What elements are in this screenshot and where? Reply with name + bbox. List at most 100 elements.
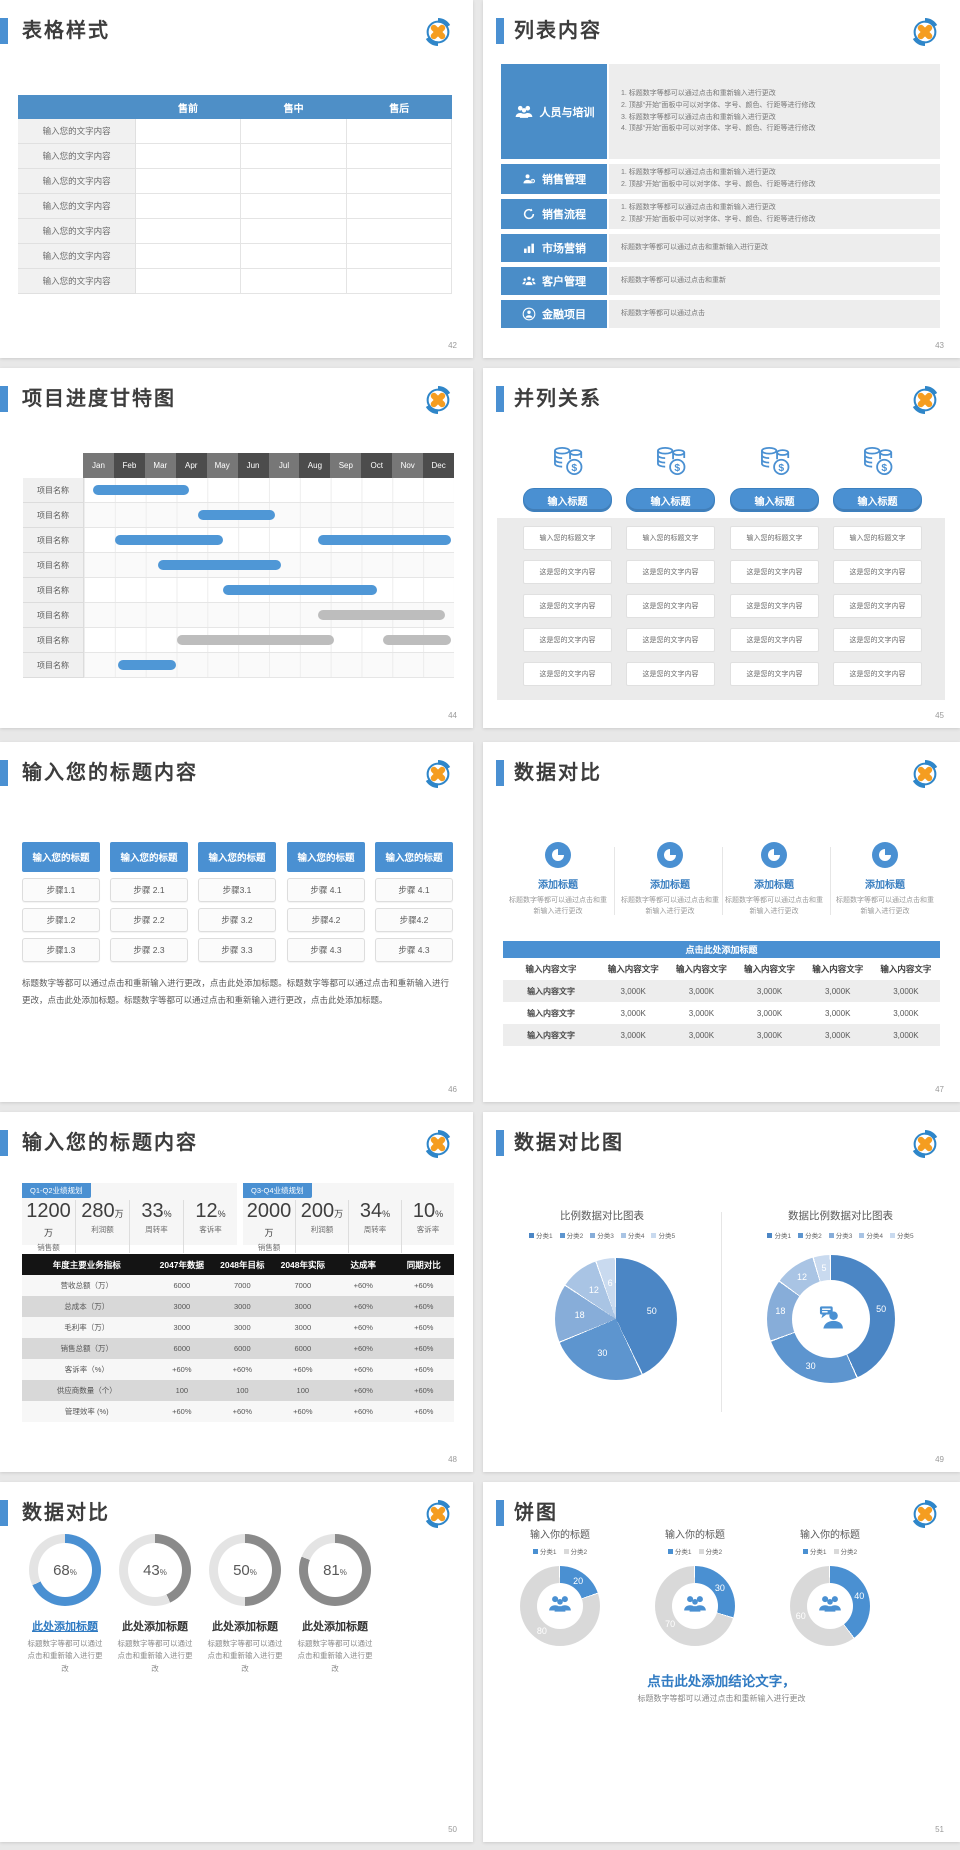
gauge-title: 此处添加标题 bbox=[122, 1621, 188, 1633]
slide-48-kpi-table[interactable]: 输入您的标题内容 Q1-Q2业绩规划 1200万 销售额 280万 利润额 33% 周转率 1… bbox=[0, 1112, 473, 1472]
divider-line bbox=[722, 847, 723, 915]
donut-chart: 50 30 18 12 5 bbox=[767, 1255, 895, 1383]
list-item-label: 金融项目 bbox=[542, 309, 586, 321]
slide-51-pie[interactable]: 饼图 点击此处添加结论文字， 标题数字等都可以通过点击和重新输入进行更改 输入你… bbox=[483, 1482, 960, 1842]
kpi-group-badge: Q3-Q4业绩规划 bbox=[243, 1183, 312, 1198]
kpi-value: 280万 bbox=[76, 1200, 129, 1223]
gauge-desc: 标题数字等都可以通过点击和重新输入进行更改 bbox=[27, 1639, 103, 1673]
column-text-box: 这是您的文字内容 bbox=[833, 560, 922, 584]
legend-item: 分类2 bbox=[698, 1546, 722, 1556]
legend-item: 分类4 bbox=[859, 1230, 883, 1240]
pie-value-label: 20 bbox=[573, 1576, 584, 1587]
title-accent-bar bbox=[0, 760, 8, 786]
gantt-bar bbox=[114, 535, 223, 545]
gantt-row-track bbox=[84, 628, 454, 653]
title-accent-bar bbox=[0, 1130, 8, 1156]
svg-text:$: $ bbox=[778, 463, 784, 474]
kpi-label: 利润额 bbox=[91, 1225, 114, 1234]
list-item-desc: 标题数字等都可以通过点击和重新 bbox=[609, 267, 940, 295]
slide-title: 数据对比图 bbox=[514, 1132, 624, 1154]
step-box: 步骤1.3 bbox=[22, 938, 100, 962]
gauge-percent: 43 bbox=[143, 1561, 160, 1579]
table-cell: 3,000K bbox=[893, 1008, 919, 1018]
row-label-cell: 输入您的文字内容 bbox=[18, 194, 137, 219]
gantt-row: 项目名称 bbox=[23, 628, 454, 653]
gantt-row: 项目名称 bbox=[23, 578, 454, 603]
legend-marker bbox=[667, 1548, 673, 1554]
slide-44-gantt[interactable]: 项目进度甘特图 Jan Feb Mar Apr May Jun Jul Aug Sep Oct No… bbox=[0, 368, 473, 728]
table-cell: +60% bbox=[353, 1365, 373, 1374]
conclusion-text: 点击此处添加结论文字， bbox=[647, 1674, 796, 1689]
table-cell: 3,000K bbox=[825, 1008, 851, 1018]
parallel-column: $ 输入标题 输入您的标题文字 这是您的文字内容 这是您的文字内容 这是您的文字内容 这是您… bbox=[730, 444, 819, 686]
empty-cell bbox=[346, 169, 453, 194]
table-row: 输入您的文字内容 bbox=[18, 194, 453, 219]
kpi-label: 销售额 bbox=[257, 1243, 281, 1252]
gauge-desc: 标题数字等都可以通过点击和重新输入进行更改 bbox=[207, 1639, 283, 1673]
legend-label: 分类4 bbox=[627, 1233, 645, 1240]
slide-45-parallel[interactable]: 并列关系 $ 输入标题 输入您的标题文字 这是您的文字内容 这是您的文字内容 这是您的文字… bbox=[483, 368, 960, 728]
legend-marker bbox=[798, 1232, 804, 1238]
row-label-cell: 输入您的文字内容 bbox=[18, 219, 137, 244]
kpi-value: 12% bbox=[184, 1200, 237, 1223]
slide-43-list-content[interactable]: 列表内容 人员与培训 1. 标题数字等都可以通过点击和重新输入进行更改 2. 顶部“… bbox=[483, 0, 960, 358]
brand-logo-icon bbox=[908, 1497, 942, 1531]
team-icon bbox=[514, 102, 534, 122]
table-cell: 3,000K bbox=[893, 986, 919, 996]
table-cell: +60% bbox=[353, 1407, 373, 1416]
table-cell: 3000 bbox=[173, 1302, 191, 1311]
slide-42-table-style[interactable]: 表格样式 售前 售中 售后 输入您的文字内容 输入您的文字内容 输入您的文字内容 输入您的文… bbox=[0, 0, 473, 358]
table-row: 输入您的文字内容 bbox=[18, 119, 453, 144]
row-label-cell: 输入您的文字内容 bbox=[18, 144, 137, 169]
month-cell: Oct bbox=[361, 453, 393, 478]
gauge-desc: 标题数字等都可以通过点击和重新输入进行更改 bbox=[297, 1639, 373, 1673]
month-cell: Jul bbox=[268, 453, 300, 478]
gantt-bar bbox=[158, 560, 282, 570]
gauge-percent-sign: % bbox=[69, 1567, 77, 1577]
slide-47-data-compare[interactable]: 数据对比 点击此处添加标题 添加标题 标题数字等都可以通过点击和重新输入进行更改添… bbox=[483, 742, 960, 1102]
slide-46-steps[interactable]: 输入您的标题内容 标题数字等都可以通过点击和重新输入进行更改，点击此处添加标题。… bbox=[0, 742, 473, 1102]
column-text-box: 这是您的文字内容 bbox=[523, 662, 612, 686]
step-box: 步骤 4.1 bbox=[287, 878, 365, 902]
table-row: 毛利率（万） 3000 3000 3000 +60% +60% bbox=[22, 1317, 454, 1338]
kpi-unit: 万 bbox=[264, 1228, 274, 1238]
table-header-cell: 2047年数据 bbox=[159, 1259, 205, 1270]
slide-49-pie-compare[interactable]: 数据对比图 比例数据对比图表 分类1 分类2 分类3 分类4 分类5 50 30 18 12 6 数据… bbox=[483, 1112, 960, 1472]
column-header-button: 输入您的标题 bbox=[110, 842, 188, 872]
legend-label: 分类3 bbox=[597, 1233, 614, 1240]
table-cell: 3,000K bbox=[756, 1030, 783, 1040]
gantt-row-track bbox=[84, 553, 454, 578]
list-item-desc: 标题数字等都可以通过点击 bbox=[609, 300, 940, 328]
legend-item: 分类2 bbox=[559, 1230, 583, 1240]
compare-card: 添加标题 标题数字等都可以通过点击和重新输入进行更改 bbox=[620, 842, 720, 917]
table-cell: 100 bbox=[236, 1386, 249, 1395]
kpi-unit: % bbox=[163, 1209, 172, 1219]
table-cell: +60% bbox=[414, 1407, 434, 1416]
gauge-desc: 标题数字等都可以通过点击和重新输入进行更改 bbox=[117, 1639, 193, 1673]
legend-marker bbox=[528, 1232, 534, 1238]
step-box: 步骤 4.3 bbox=[375, 938, 453, 962]
team-icon bbox=[547, 1591, 573, 1622]
table-header-cell: 输入内容文字 bbox=[880, 964, 932, 974]
gantt-bar bbox=[318, 535, 451, 545]
kpi-number: 34 bbox=[359, 1200, 383, 1222]
slide-content: 售前 售中 售后 输入您的文字内容 输入您的文字内容 输入您的文字内容 输入您的文字内容 输入… bbox=[0, 0, 473, 358]
month-cell: Aug bbox=[299, 453, 331, 478]
kpi-unit: 万 bbox=[114, 1209, 124, 1219]
table-cell: 3,000K bbox=[756, 986, 783, 996]
card-title: 添加标题 bbox=[538, 880, 578, 891]
column-text-box: 这是您的文字内容 bbox=[833, 594, 922, 618]
table-cell: 7000 bbox=[233, 1281, 251, 1290]
table-header-cell: 达成率 bbox=[350, 1259, 377, 1270]
legend-label: 分类1 bbox=[535, 1233, 553, 1240]
metrics-table: 年度主要业务指标 2047年数据 2048年目标 2048年实际 达成率 同期对比 营收总额… bbox=[22, 1254, 454, 1422]
list-item-desc: 标题数字等都可以通过点击和重新输入进行更改 bbox=[609, 234, 940, 262]
month-cell: Jun bbox=[237, 453, 269, 478]
gantt-row-label: 项目名称 bbox=[23, 603, 84, 628]
table-cell: +60% bbox=[353, 1281, 373, 1290]
empty-cell bbox=[346, 219, 453, 244]
kpi-label: 客诉率 bbox=[416, 1225, 440, 1234]
kpi-item: 2000 万 销售额 bbox=[243, 1200, 295, 1253]
legend-label: 分类5 bbox=[896, 1233, 914, 1240]
slide-50-gauges[interactable]: 数据对比 68% 此处添加标题 标题数字等都可以通过点击和重新输入进行更改 43% 此处… bbox=[0, 1482, 473, 1842]
